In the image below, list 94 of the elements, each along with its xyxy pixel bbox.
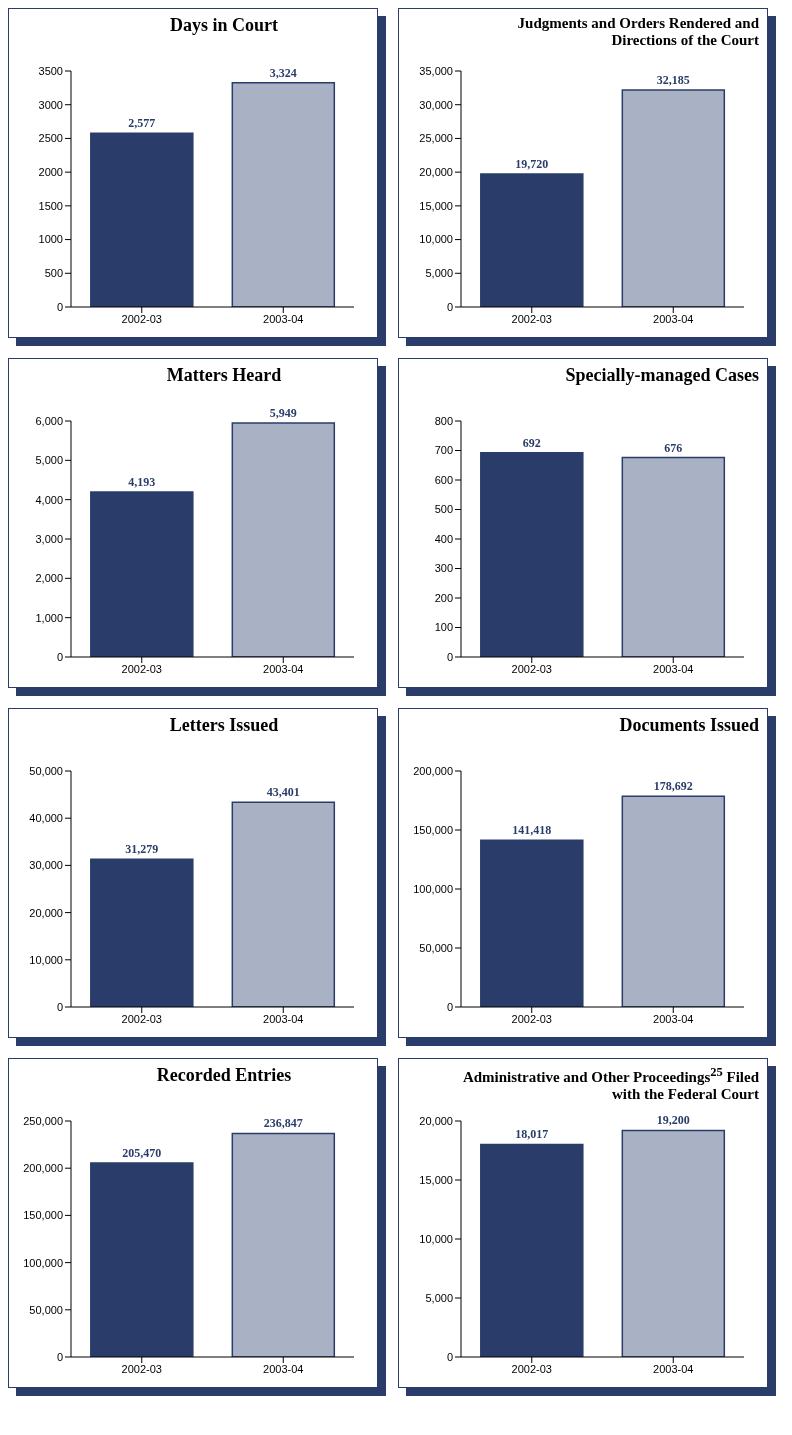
y-tick-label: 2,000 [35, 572, 63, 585]
y-tick-label: 250,000 [23, 1114, 63, 1127]
y-tick-label: 0 [56, 300, 63, 313]
chart-title: Letters Issued [168, 715, 280, 736]
y-tick-label: 15,000 [419, 199, 453, 212]
x-tick-label: 2003-04 [263, 662, 304, 675]
y-tick-label: 800 [434, 414, 453, 427]
y-tick-label: 1,000 [35, 611, 63, 624]
y-tick-label: 50,000 [29, 764, 63, 777]
y-tick-label: 200,000 [413, 764, 453, 777]
y-tick-label: 100 [434, 621, 453, 634]
y-tick-label: 6,000 [35, 414, 63, 427]
y-tick-label: 500 [434, 503, 453, 516]
x-tick-label: 2003-04 [263, 1012, 304, 1025]
data-label: 19,200 [656, 1113, 690, 1128]
y-tick-label: 25,000 [419, 132, 453, 145]
x-tick-label: 2003-04 [263, 312, 304, 325]
data-label: 19,720 [515, 157, 549, 172]
y-tick-label: 200 [434, 591, 453, 604]
data-label: 5,949 [269, 406, 297, 421]
chart-title: Days in Court [169, 15, 279, 36]
data-label: 18,017 [515, 1127, 549, 1142]
data-label: 178,692 [653, 779, 693, 794]
x-tick-label: 2002-03 [121, 662, 162, 675]
y-tick-label: 2000 [38, 166, 63, 179]
y-tick-label: 30,000 [419, 98, 453, 111]
y-tick-label: 3500 [38, 64, 63, 77]
data-label: 676 [664, 440, 683, 455]
data-label: 4,193 [128, 475, 156, 490]
y-tick-label: 20,000 [29, 906, 63, 919]
y-tick-label: 0 [56, 1350, 63, 1363]
y-tick-label: 200,000 [23, 1162, 63, 1175]
chart-title: Administrative and Other Proceedings$^{25}$ Filed with the Federal Court [461, 1065, 759, 1104]
y-tick-label: 600 [434, 473, 453, 486]
y-tick-label: 40,000 [29, 812, 63, 825]
y-tick-label: 10,000 [419, 1232, 453, 1245]
chart-title: Recorded Entries [155, 1065, 293, 1086]
y-tick-label: 1000 [38, 233, 63, 246]
chart-title: Documents Issued [618, 715, 759, 736]
x-tick-label: 2003-04 [653, 1012, 694, 1025]
y-tick-label: 100,000 [413, 882, 453, 895]
x-tick-label: 2003-04 [653, 312, 694, 325]
y-tick-label: 10,000 [419, 233, 453, 246]
data-label: 141,418 [512, 823, 552, 838]
x-tick-label: 2002-03 [121, 1362, 162, 1375]
y-tick-label: 50,000 [419, 941, 453, 954]
chart-title: Specially-managed Cases [564, 365, 759, 386]
x-tick-label: 2002-03 [511, 312, 552, 325]
y-tick-label: 10,000 [29, 953, 63, 966]
y-tick-label: 4,000 [35, 493, 63, 506]
y-tick-label: 150,000 [413, 823, 453, 836]
y-tick-label: 0 [446, 650, 453, 663]
y-tick-label: 100,000 [23, 1256, 63, 1269]
x-tick-label: 2002-03 [511, 662, 552, 675]
y-tick-label: 3,000 [35, 532, 63, 545]
x-tick-label: 2002-03 [121, 1012, 162, 1025]
y-tick-label: 150,000 [23, 1209, 63, 1222]
data-label: 236,847 [263, 1116, 303, 1131]
y-tick-label: 5,000 [425, 267, 453, 280]
data-label: 43,401 [266, 785, 300, 800]
y-tick-label: 20,000 [419, 1114, 453, 1127]
x-tick-label: 2002-03 [511, 1012, 552, 1025]
y-tick-label: 50,000 [29, 1303, 63, 1316]
data-label: 3,324 [269, 65, 297, 80]
y-tick-label: 35,000 [419, 64, 453, 77]
chart-title: Judgments and Orders Rendered and Directions of the Court [516, 15, 759, 50]
y-tick-label: 30,000 [29, 859, 63, 872]
data-label: 32,185 [656, 72, 690, 87]
y-tick-label: 700 [434, 444, 453, 457]
y-tick-label: 0 [56, 1000, 63, 1013]
x-tick-label: 2003-04 [263, 1362, 304, 1375]
chart-title: Matters Heard [165, 365, 283, 386]
y-tick-label: 500 [44, 267, 63, 280]
y-tick-label: 0 [446, 300, 453, 313]
y-tick-label: 400 [434, 532, 453, 545]
y-tick-label: 5,000 [35, 454, 63, 467]
y-tick-label: 300 [434, 562, 453, 575]
y-tick-label: 0 [56, 650, 63, 663]
y-tick-label: 15,000 [419, 1173, 453, 1186]
y-tick-label: 5,000 [425, 1291, 453, 1304]
data-label: 205,470 [122, 1146, 162, 1161]
data-label: 31,279 [125, 842, 159, 857]
x-tick-label: 2002-03 [121, 312, 162, 325]
y-tick-label: 2500 [38, 132, 63, 145]
data-label: 2,577 [128, 116, 156, 131]
x-tick-label: 2003-04 [653, 662, 694, 675]
x-tick-label: 2003-04 [653, 1362, 694, 1375]
y-tick-label: 0 [446, 1350, 453, 1363]
y-tick-label: 20,000 [419, 166, 453, 179]
data-label: 692 [522, 435, 541, 450]
y-tick-label: 3000 [38, 98, 63, 111]
y-tick-label: 0 [446, 1000, 453, 1013]
y-tick-label: 1500 [38, 199, 63, 212]
x-tick-label: 2002-03 [511, 1362, 552, 1375]
